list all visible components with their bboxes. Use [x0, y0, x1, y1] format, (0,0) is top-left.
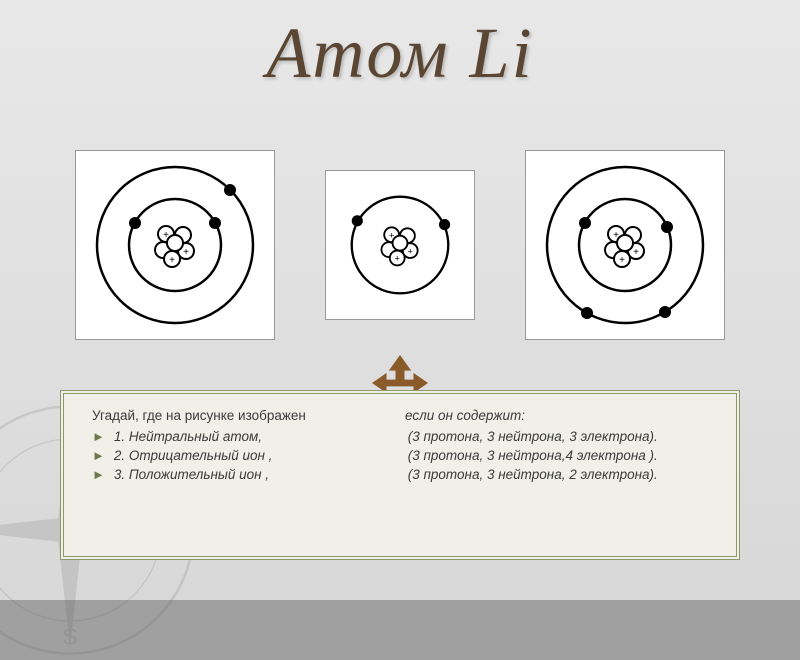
atom-svg: + + +: [85, 155, 265, 335]
svg-text:+: +: [633, 247, 639, 258]
svg-text:+: +: [163, 230, 169, 241]
electron-icon: [439, 219, 450, 230]
row-left: 2. Отрицательный ион ,: [110, 448, 408, 463]
atom-diagram-2: + + +: [325, 170, 475, 320]
electron-icon: [659, 306, 671, 318]
bullet-icon: ►: [92, 429, 110, 444]
svg-text:+: +: [408, 246, 413, 256]
row-left: 3. Положительный ион ,: [110, 467, 408, 482]
intro-right: если он содержит:: [405, 408, 718, 423]
electron-icon: [579, 217, 591, 229]
list-item: ► 1. Нейтральный атом, (3 протона, 3 ней…: [92, 429, 718, 444]
atom-svg: + + +: [335, 180, 465, 310]
electron-icon: [224, 184, 236, 196]
list-item: ► 2. Отрицательный ион , (3 протона, 3 н…: [92, 448, 718, 463]
row-left: 1. Нейтральный атом,: [110, 429, 408, 444]
svg-text:+: +: [169, 255, 175, 266]
intro-left: Угадай, где на рисунке изображен: [92, 408, 405, 423]
svg-text:S: S: [62, 623, 78, 649]
nucleus: + + +: [381, 227, 417, 265]
slide: N W S Атом Li + + +: [0, 0, 800, 600]
electron-icon: [129, 217, 141, 229]
bullet-icon: ►: [92, 448, 110, 463]
svg-text:+: +: [395, 254, 400, 264]
svg-text:+: +: [613, 230, 619, 241]
electron-icon: [581, 307, 593, 319]
electron-icon: [661, 221, 673, 233]
row-right: (3 протона, 3 нейтрона, 3 электрона).: [408, 429, 718, 444]
svg-text:+: +: [619, 255, 625, 266]
list-item: ► 3. Положительный ион , (3 протона, 3 н…: [92, 467, 718, 482]
nucleus: + + +: [605, 226, 644, 267]
row-right: (3 протона, 3 нейтрона, 2 электрона).: [408, 467, 718, 482]
atom-diagram-3: + + +: [525, 150, 725, 340]
page-title: Атом Li: [0, 12, 800, 95]
question-textbox: Угадай, где на рисунке изображен если он…: [60, 390, 740, 560]
svg-text:+: +: [183, 247, 189, 258]
row-right: (3 протона, 3 нейтрона,4 электрона ).: [408, 448, 718, 463]
electron-icon: [209, 217, 221, 229]
atom-svg: + + +: [535, 155, 715, 335]
diagram-row: + + + +: [0, 150, 800, 340]
bullet-icon: ►: [92, 467, 110, 482]
svg-text:+: +: [389, 231, 394, 241]
electron-icon: [352, 215, 363, 226]
nucleus: + + +: [155, 226, 194, 267]
atom-diagram-1: + + +: [75, 150, 275, 340]
